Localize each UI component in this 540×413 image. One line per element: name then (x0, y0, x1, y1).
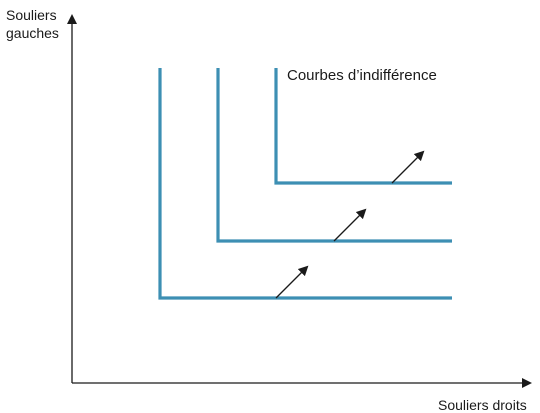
indifference-curve-3 (274, 68, 452, 185)
utility-arrow-2 (333, 208, 367, 242)
indifference-curve-2 (216, 68, 452, 243)
utility-arrow-3 (391, 150, 425, 184)
y-axis-label-line1: Souliers (6, 7, 57, 23)
indifference-curve-1 (158, 68, 452, 300)
y-axis-label-line2: gauches (6, 25, 59, 41)
x-axis-label: Souliers droits (438, 397, 527, 413)
utility-arrow-1 (275, 265, 309, 299)
curves-label: Courbes d’indifférence (287, 67, 437, 84)
